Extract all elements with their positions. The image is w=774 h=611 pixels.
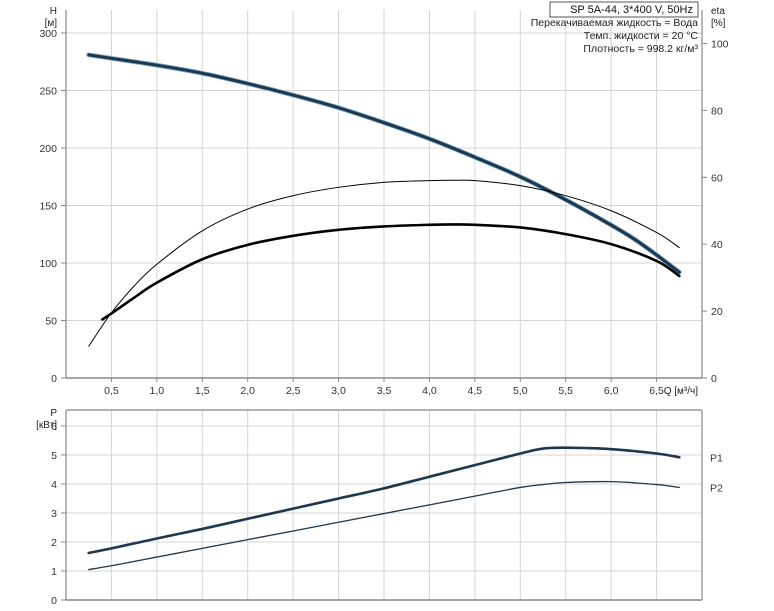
label-p2: P2 bbox=[710, 482, 723, 494]
tick-label-eta: 80 bbox=[711, 105, 723, 117]
eta-curve-lower bbox=[101, 223, 681, 321]
eta-curve-upper bbox=[88, 179, 680, 347]
tick-label-flow: 6,0 bbox=[604, 385, 619, 397]
tick-label-flow: 1,5 bbox=[195, 385, 210, 397]
tick-label-flow: 5,5 bbox=[558, 385, 573, 397]
tick-label-power: 2 bbox=[51, 537, 57, 549]
title-box bbox=[549, 1, 699, 18]
axis-title-eta: eta bbox=[711, 6, 725, 17]
tick-label-eta: 60 bbox=[711, 172, 723, 184]
head-curve bbox=[87, 53, 681, 274]
tick-label-power: 6 bbox=[51, 421, 57, 433]
tick-label-eta: 20 bbox=[711, 306, 723, 318]
tick-label-head: 250 bbox=[39, 86, 57, 98]
axis-title-head: H bbox=[50, 6, 57, 17]
power-curve-p1 bbox=[87, 446, 681, 555]
tick-label-flow: 0,5 bbox=[104, 385, 119, 397]
info-line: Плотность = 998.2 кг/м³ bbox=[583, 43, 698, 55]
tick-label-flow: 3,5 bbox=[377, 385, 392, 397]
tick-label-flow: 2,5 bbox=[286, 385, 301, 397]
tick-label-power: 4 bbox=[51, 479, 57, 491]
chart-title: SP 5A-44, 3*400 V, 50Hz bbox=[570, 4, 693, 16]
tick-label-head: 200 bbox=[39, 143, 57, 155]
tick-label-flow: 5,0 bbox=[513, 385, 528, 397]
tick-label-head: 0 bbox=[51, 373, 57, 385]
tick-label-head: 50 bbox=[45, 316, 57, 328]
tick-label-power: 3 bbox=[51, 508, 57, 520]
tick-label-eta: 100 bbox=[711, 38, 729, 50]
tick-label-flow: 1,0 bbox=[150, 385, 165, 397]
tick-label-flow: 2,0 bbox=[240, 385, 255, 397]
info-line: Темп. жидкости = 20 °C bbox=[584, 30, 699, 42]
tick-label-eta: 40 bbox=[711, 239, 723, 251]
axis-title-flow: Q [м³/ч] bbox=[664, 386, 699, 397]
tick-label-head: 300 bbox=[39, 28, 57, 40]
axis-title-eta-unit: [%] bbox=[711, 18, 726, 29]
tick-label-eta: 0 bbox=[711, 373, 717, 385]
axis-title-power-unit: [кВт] bbox=[36, 420, 57, 431]
tick-label-head: 100 bbox=[39, 258, 57, 270]
tick-label-flow: 3,0 bbox=[331, 385, 346, 397]
tick-label-flow: 6,5 bbox=[649, 385, 664, 397]
tick-label-flow: 4,5 bbox=[468, 385, 483, 397]
tick-label-power: 1 bbox=[51, 566, 57, 578]
axis-title-head-unit: [м] bbox=[45, 18, 58, 29]
tick-label-head: 150 bbox=[39, 201, 57, 213]
tick-label-power: 5 bbox=[51, 450, 57, 462]
axis-title-power: P bbox=[50, 408, 57, 419]
tick-label-power: 0 bbox=[51, 595, 57, 607]
label-p1: P1 bbox=[710, 452, 723, 464]
tick-label-flow: 4,0 bbox=[422, 385, 437, 397]
power-curve-p2 bbox=[88, 480, 680, 571]
info-line: Перекачиваемая жидкость = Вода bbox=[531, 17, 698, 29]
